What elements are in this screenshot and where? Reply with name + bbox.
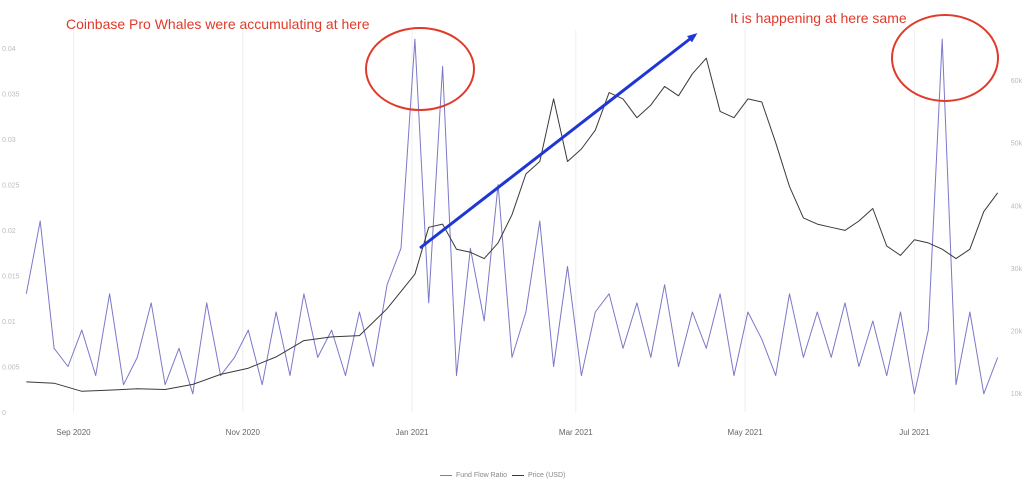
y-left-tick-label: 0.03: [2, 137, 16, 144]
y-left-tick-label: 0: [2, 410, 6, 417]
x-tick-label: May 2021: [728, 428, 764, 437]
y-left-tick-label: 0.02: [2, 228, 16, 235]
trend-arrow: [419, 33, 698, 250]
highlight-circle-left: [365, 27, 475, 111]
y-right-tick-label: 20k: [1011, 329, 1023, 336]
y-left-tick-label: 0.04: [2, 46, 16, 53]
y-left-tick-label: 0.01: [2, 319, 16, 326]
annotation-right: It is happening at here same: [730, 10, 907, 26]
y-left-tick-label: 0.015: [2, 274, 20, 281]
y-right-tick-label: 50k: [1011, 141, 1023, 148]
y-right-tick-label: 10k: [1011, 391, 1023, 398]
legend-swatch-price: [512, 474, 524, 477]
legend-item-price[interactable]: Price (USD): [512, 472, 565, 479]
y-left-tick-label: 0.025: [2, 183, 20, 190]
y-left-tick-label: 0.005: [2, 365, 20, 372]
x-tick-label: Mar 2021: [559, 428, 593, 437]
price-line: [26, 57, 999, 392]
legend-item-fund-flow[interactable]: Fund Flow Ratio: [440, 472, 507, 479]
legend-swatch-fund-flow: [440, 474, 452, 477]
x-tick-label: Nov 2020: [226, 428, 261, 437]
x-tick-label: Jul 2021: [899, 428, 930, 437]
y-right-tick-label: 40k: [1011, 203, 1023, 210]
highlight-circle-right: [891, 14, 999, 102]
annotation-left: Coinbase Pro Whales were accumulating at…: [66, 16, 370, 32]
legend-label-price: Price (USD): [528, 472, 566, 479]
y-right-tick-label: 30k: [1011, 266, 1023, 273]
y-right-tick-label: 60k: [1011, 78, 1023, 85]
legend-label-fund-flow: Fund Flow Ratio: [456, 472, 507, 479]
x-tick-label: Sep 2020: [56, 428, 91, 437]
x-tick-label: Jan 2021: [396, 428, 429, 437]
y-left-tick-label: 0.035: [2, 92, 20, 99]
fund-flow-ratio-line: [25, 38, 999, 395]
